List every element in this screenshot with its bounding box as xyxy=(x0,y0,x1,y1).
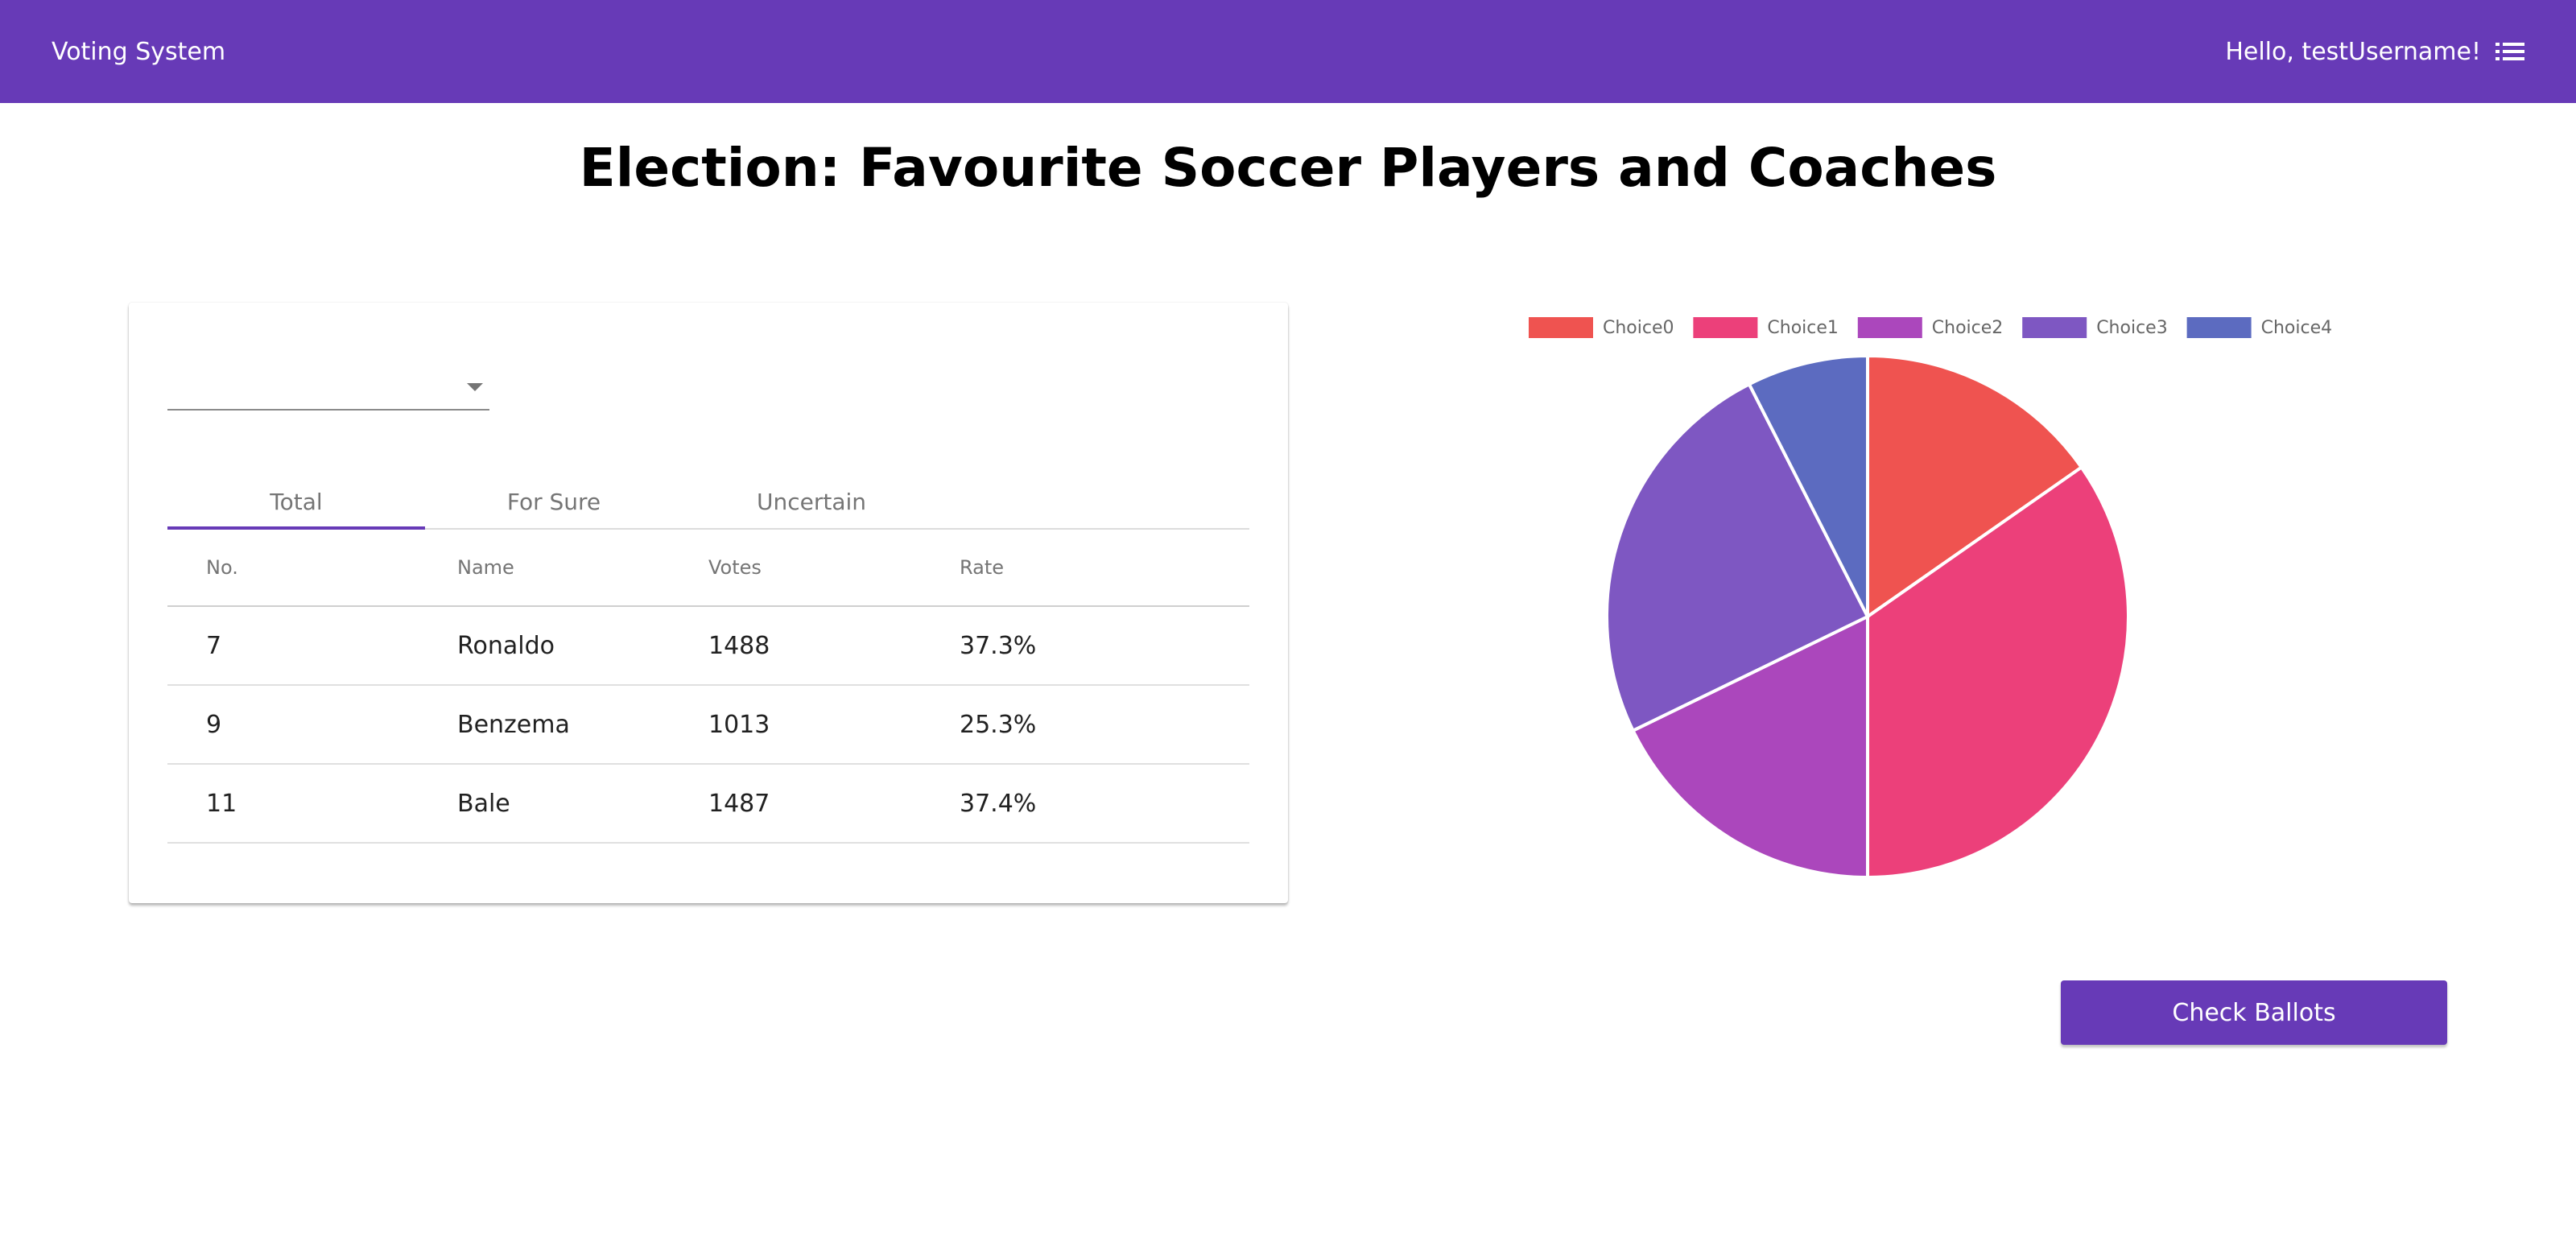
app-title: Voting System xyxy=(52,37,226,66)
cell-rate: 25.3% xyxy=(960,710,1037,739)
cell-rate: 37.4% xyxy=(960,789,1037,818)
column-header-votes: Votes xyxy=(708,556,762,579)
list-menu-icon[interactable] xyxy=(2496,40,2524,63)
legend-swatch xyxy=(1529,317,1593,338)
results-card: Total For Sure Uncertain No. Name Votes … xyxy=(129,303,1288,903)
cell-no: 9 xyxy=(206,710,222,739)
chart-legend: Choice0 Choice1 Choice2 Choice3 Choice4 xyxy=(1529,317,2332,338)
table-header-row: No. Name Votes Rate xyxy=(167,530,1249,607)
tab-total[interactable]: Total xyxy=(167,475,425,530)
election-select[interactable] xyxy=(167,361,489,411)
column-header-name: Name xyxy=(457,556,514,579)
user-area: Hello, testUsername! xyxy=(2225,38,2524,66)
cell-name: Bale xyxy=(457,789,510,818)
legend-label: Choice3 xyxy=(2096,318,2168,338)
table-row: 7 Ronaldo 1488 37.3% xyxy=(167,607,1249,686)
legend-item-choice3[interactable]: Choice3 xyxy=(2022,317,2168,338)
table-row: 9 Benzema 1013 25.3% xyxy=(167,686,1249,765)
legend-swatch xyxy=(1857,317,1922,338)
table-row: 11 Bale 1487 37.4% xyxy=(167,765,1249,844)
cell-votes: 1013 xyxy=(708,710,770,739)
pie-slice-choice2[interactable] xyxy=(1630,613,1869,880)
pie-slice-choice4[interactable] xyxy=(1747,353,1869,617)
legend-item-choice4[interactable]: Choice4 xyxy=(2186,317,2333,338)
cell-no: 11 xyxy=(206,789,237,818)
tab-for-sure[interactable]: For Sure xyxy=(506,488,601,515)
votes-pie-chart: Choice0 Choice1 Choice2 Choice3 Choice4 xyxy=(1529,317,2332,880)
cell-rate: 37.3% xyxy=(960,631,1037,660)
legend-label: Choice1 xyxy=(1767,318,1839,338)
tab-uncertain[interactable]: Uncertain xyxy=(756,488,867,515)
cell-name: Ronaldo xyxy=(457,631,555,660)
results-table: No. Name Votes Rate 7 Ronaldo 1488 37.3%… xyxy=(167,530,1249,844)
user-greeting: Hello, testUsername! xyxy=(2225,37,2481,66)
top-toolbar: Voting System Hello, testUsername! xyxy=(0,0,2576,103)
check-ballots-button[interactable]: Check Ballots xyxy=(2061,980,2447,1045)
pie-slice-choice3[interactable] xyxy=(1605,382,1870,733)
results-tabs: Total For Sure Uncertain xyxy=(167,475,1249,530)
cell-no: 7 xyxy=(206,631,222,660)
column-header-rate: Rate xyxy=(960,556,1005,579)
legend-swatch xyxy=(2022,317,2087,338)
legend-swatch xyxy=(2186,317,2252,338)
legend-label: Choice0 xyxy=(1603,318,1674,338)
legend-item-choice2[interactable]: Choice2 xyxy=(1857,317,2004,338)
legend-label: Choice4 xyxy=(2261,318,2333,338)
legend-label: Choice2 xyxy=(1932,318,2004,338)
page-title: Election: Favourite Soccer Players and C… xyxy=(579,137,1997,199)
cell-name: Benzema xyxy=(457,710,570,739)
legend-swatch xyxy=(1693,317,1758,338)
chart-slices xyxy=(1605,353,2130,880)
pie-slice-choice0[interactable] xyxy=(1866,353,2084,620)
legend-item-choice1[interactable]: Choice1 xyxy=(1693,317,1839,338)
pie-slice-choice1[interactable] xyxy=(1866,464,2130,880)
column-header-no: No. xyxy=(206,556,238,579)
cell-votes: 1488 xyxy=(708,631,770,660)
chevron-down-icon xyxy=(467,383,483,391)
legend-item-choice0[interactable]: Choice0 xyxy=(1529,317,1674,338)
cell-votes: 1487 xyxy=(708,789,770,818)
